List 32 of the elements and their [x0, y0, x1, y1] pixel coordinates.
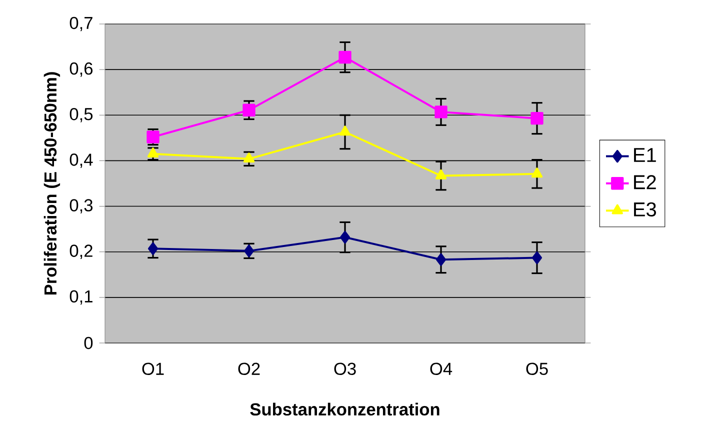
- y-tick-label: 0,4: [70, 154, 93, 168]
- y-tick-label: 0,3: [70, 199, 93, 214]
- point: [338, 50, 352, 64]
- point: [530, 112, 544, 125]
- point: [435, 169, 447, 180]
- point: [148, 242, 158, 255]
- x-tick-label: O3: [334, 362, 356, 375]
- y-tick-label: 0,7: [70, 16, 92, 32]
- y-tick-label: 0: [84, 336, 93, 350]
- y-tick-label: 0,1: [70, 290, 92, 305]
- legend-label: E2: [634, 175, 656, 190]
- legend-label: E1: [634, 148, 656, 162]
- point: [339, 126, 351, 136]
- x-tick-label: O5: [526, 362, 548, 375]
- point: [436, 253, 446, 266]
- x-tick-label: O2: [238, 362, 260, 375]
- point: [340, 230, 350, 244]
- y-tick-label: 0,6: [70, 62, 93, 77]
- point: [243, 152, 255, 163]
- x-tick-label: O1: [142, 362, 164, 375]
- point: [531, 168, 543, 178]
- point: [532, 251, 542, 264]
- x-axis-title: Substanzkonzentration: [250, 402, 440, 416]
- x-tick-label: O4: [430, 362, 452, 375]
- legend-label: E3: [634, 202, 656, 216]
- point: [146, 130, 160, 144]
- point: [147, 148, 159, 158]
- y-axis-title: Proliferation (E 450-650nm): [44, 72, 60, 295]
- point: [242, 104, 256, 116]
- point: [434, 106, 448, 118]
- y-tick-label: 0,5: [70, 108, 93, 122]
- y-tick-label: 0,2: [70, 244, 92, 260]
